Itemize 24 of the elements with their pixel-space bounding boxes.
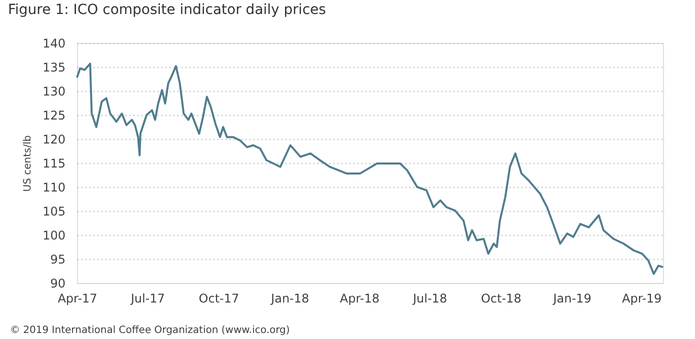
- y-tick-label: 105: [42, 204, 66, 218]
- y-tick-label: 135: [42, 60, 66, 74]
- chart-title: Figure 1: ICO composite indicator daily prices: [8, 2, 326, 18]
- x-tick-label: Apr-17: [58, 292, 98, 306]
- y-tick-label: 140: [42, 36, 66, 50]
- x-tick-label: Jul-18: [412, 292, 448, 306]
- y-tick-label: 125: [42, 108, 66, 122]
- y-tick-label: 115: [42, 156, 66, 170]
- x-tick-label: Jul-17: [130, 292, 165, 306]
- y-tick-label: 95: [50, 252, 66, 266]
- x-tick-label: Jan-18: [270, 292, 310, 306]
- x-tick-label: Apr-19: [622, 292, 662, 306]
- text: © 2019 International Coffee Organization (www.ico.org): [10, 325, 290, 336]
- y-tick-label: 120: [42, 132, 66, 146]
- x-tick-label: Jan-19: [552, 292, 592, 306]
- x-tick-label: Oct-17: [198, 292, 240, 306]
- y-tick-label: 130: [42, 84, 66, 98]
- line-series: [76, 62, 664, 275]
- y-tick-label: 100: [42, 228, 66, 242]
- y-tick-label: 90: [50, 276, 66, 290]
- x-tick-label: Apr-18: [340, 292, 380, 306]
- x-tick-label: Oct-18: [480, 292, 522, 306]
- y-tick-label: 110: [42, 180, 66, 194]
- y-axis-title: US cents/lb: [22, 135, 34, 192]
